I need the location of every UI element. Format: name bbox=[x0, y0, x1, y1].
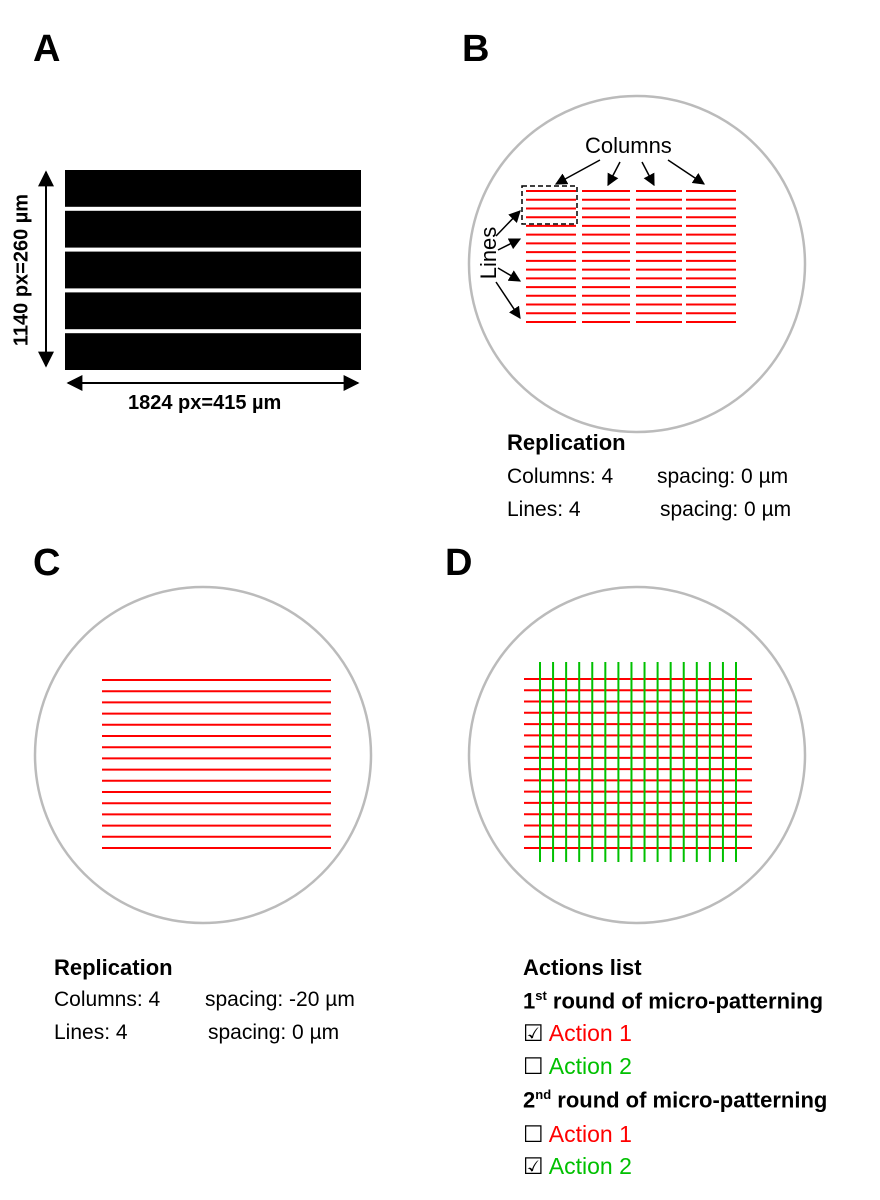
lines-arrows bbox=[495, 210, 522, 319]
panel-c-lines-count: Lines: 4 bbox=[54, 1021, 128, 1044]
panel-a-pattern bbox=[65, 170, 361, 370]
panel-b-columns-spacing: spacing: 0 µm bbox=[657, 465, 789, 488]
panel-c-columns-spacing: spacing: -20 µm bbox=[205, 988, 355, 1011]
checkbox-unchecked-icon[interactable]: ☐ bbox=[523, 1053, 544, 1079]
checkbox-checked-icon[interactable]: ☑ bbox=[523, 1153, 544, 1179]
pattern-stripe bbox=[65, 333, 361, 370]
panel-c-columns-count: Columns: 4 bbox=[54, 988, 161, 1011]
pattern-stripe bbox=[65, 292, 361, 330]
round-1-action-2[interactable]: ☐ Action 2 bbox=[523, 1053, 632, 1079]
panel-b-lines-spacing: spacing: 0 µm bbox=[660, 498, 792, 521]
actions-list-title: Actions list bbox=[523, 955, 642, 980]
panel-d-well-circle bbox=[467, 585, 807, 925]
panel-d-pattern bbox=[524, 662, 752, 862]
round-2-heading: 2nd round of micro-patterning bbox=[523, 1087, 828, 1113]
columns-arrows bbox=[554, 159, 705, 187]
panel-b-pattern bbox=[526, 190, 736, 323]
checkbox-unchecked-icon[interactable]: ☐ bbox=[523, 1121, 544, 1147]
checkbox-checked-icon[interactable]: ☑ bbox=[523, 1020, 544, 1046]
panel-d-letter: D bbox=[445, 542, 473, 584]
round-1-heading: 1st round of micro-patterning bbox=[523, 988, 824, 1014]
panel-b-letter: B bbox=[462, 28, 490, 70]
panel-b-columns-count: Columns: 4 bbox=[507, 465, 614, 488]
round-2-action-2[interactable]: ☑ Action 2 bbox=[523, 1153, 632, 1179]
lines-block-highlight bbox=[521, 185, 578, 225]
panel-c-well-circle bbox=[33, 585, 373, 925]
columns-annotation: Columns bbox=[585, 133, 672, 158]
panel-b-well-circle bbox=[467, 94, 807, 434]
panel-b-lines-count: Lines: 4 bbox=[507, 498, 581, 521]
panel-c-replication-title: Replication bbox=[54, 955, 173, 980]
panel-b-replication-title: Replication bbox=[507, 430, 626, 455]
width-dimension-label: 1824 px=415 µm bbox=[128, 392, 282, 414]
lines-annotation: Lines bbox=[476, 226, 501, 280]
round-1-action-1[interactable]: ☑ Action 1 bbox=[523, 1020, 632, 1046]
pattern-stripe bbox=[65, 251, 361, 289]
height-dimension-label: 1140 px=260 µm bbox=[10, 193, 33, 347]
panel-c-lines-spacing: spacing: 0 µm bbox=[208, 1021, 340, 1044]
panel-a-letter: A bbox=[33, 28, 61, 70]
pattern-stripe bbox=[65, 170, 361, 207]
panel-c-letter: C bbox=[33, 542, 61, 584]
panel-c-pattern bbox=[102, 679, 331, 849]
pattern-stripe bbox=[65, 210, 361, 248]
round-2-action-1[interactable]: ☐ Action 1 bbox=[523, 1121, 632, 1147]
